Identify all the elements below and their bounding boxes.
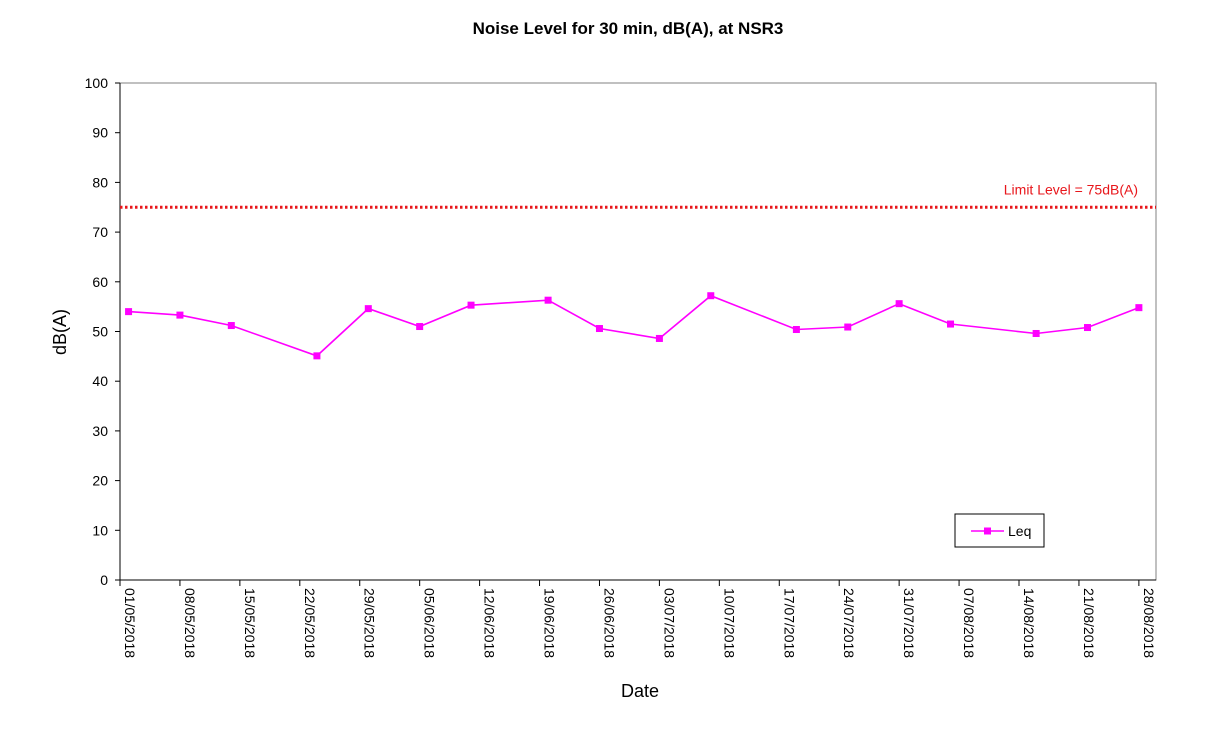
plot-area: 0 10 20 30 40 50 60 70 80 90 100 01/05/2018 08/05/20… xyxy=(85,75,1157,658)
x-tick-label: 12/06/2018 xyxy=(482,588,498,658)
data-point xyxy=(595,325,603,333)
y-tick-label: 10 xyxy=(92,522,108,538)
y-tick-label: 70 xyxy=(92,224,108,240)
legend: Leq xyxy=(954,513,1045,548)
x-tick-label: 15/05/2018 xyxy=(242,588,258,658)
legend-label: Leq xyxy=(1008,523,1031,539)
x-tick-label: 08/05/2018 xyxy=(182,588,198,658)
y-tick-label: 20 xyxy=(92,473,108,489)
legend-marker xyxy=(984,527,991,535)
plot-frame xyxy=(119,82,1157,581)
x-tick-label: 03/07/2018 xyxy=(661,588,677,658)
data-point xyxy=(947,320,955,328)
data-point xyxy=(364,305,372,313)
x-tick-label: 28/08/2018 xyxy=(1141,588,1157,658)
x-tick-label: 29/05/2018 xyxy=(362,588,378,658)
y-tick-label: 80 xyxy=(92,174,108,190)
data-point xyxy=(176,311,184,319)
data-point xyxy=(1032,329,1040,337)
y-tick-label: 40 xyxy=(92,373,108,389)
y-tick-label: 90 xyxy=(92,125,108,141)
x-tick-label: 17/07/2018 xyxy=(781,588,797,658)
x-tick-label: 26/06/2018 xyxy=(601,588,617,658)
data-point xyxy=(792,326,800,334)
y-tick-label: 0 xyxy=(100,572,108,588)
data-point xyxy=(544,296,552,304)
x-tick-label: 07/08/2018 xyxy=(961,588,977,658)
x-axis-title: Date xyxy=(621,681,659,701)
series-line-leq xyxy=(128,294,1140,357)
chart-title: Noise Level for 30 min, dB(A), at NSR3 xyxy=(473,19,784,38)
data-point xyxy=(1135,304,1143,312)
y-tick-label: 60 xyxy=(92,274,108,290)
limit-line-label: Limit Level = 75dB(A) xyxy=(1004,181,1138,197)
x-tick-label: 22/05/2018 xyxy=(302,588,318,658)
data-point xyxy=(895,300,903,308)
data-point xyxy=(416,323,424,331)
data-point xyxy=(844,323,852,331)
data-point xyxy=(1084,324,1092,332)
x-tick-label: 10/07/2018 xyxy=(721,588,737,658)
data-point xyxy=(655,334,663,342)
y-tick-label: 30 xyxy=(92,423,108,439)
y-tick-label: 50 xyxy=(92,324,108,340)
x-tick-label: 24/07/2018 xyxy=(841,588,857,658)
x-tick-label: 21/08/2018 xyxy=(1081,588,1097,658)
x-tick-label: 14/08/2018 xyxy=(1021,588,1037,658)
x-tick-label: 05/06/2018 xyxy=(422,588,438,658)
x-tick-label: 01/05/2018 xyxy=(122,588,138,658)
data-point xyxy=(125,308,133,316)
data-point xyxy=(467,301,475,309)
data-point xyxy=(313,352,321,360)
y-axis-title: dB(A) xyxy=(50,309,70,355)
data-point xyxy=(707,292,715,300)
y-tick-label: 100 xyxy=(85,75,109,91)
x-tick-label: 31/07/2018 xyxy=(901,588,917,658)
data-point xyxy=(227,322,235,330)
x-tick-label: 19/06/2018 xyxy=(542,588,558,658)
